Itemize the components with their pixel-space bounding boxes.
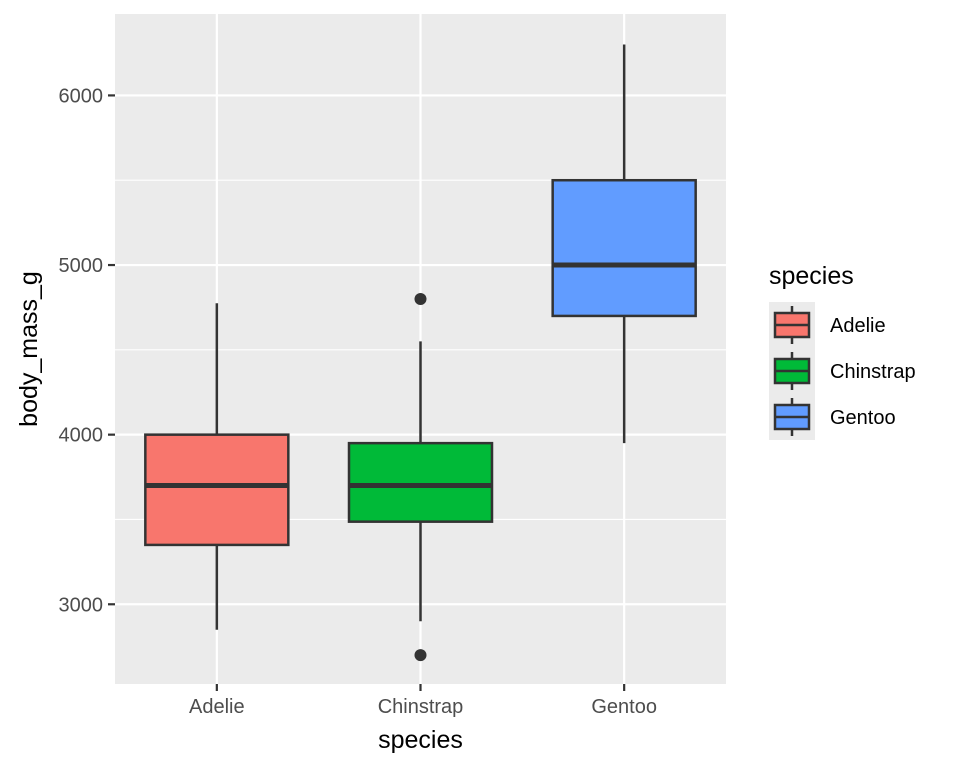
y-axis-title: body_mass_g xyxy=(15,271,43,427)
legend-key-chinstrap: Chinstrap xyxy=(769,348,916,394)
iqr-box-adelie xyxy=(144,433,290,547)
legend-key-gentoo: Gentoo xyxy=(769,394,896,440)
legend-title: species xyxy=(769,262,854,290)
y-tick-label-3000: 3000 xyxy=(59,594,104,616)
x-tick-label-chinstrap: Chinstrap xyxy=(378,696,464,718)
iqr-box-chinstrap xyxy=(347,441,494,523)
y-tick-label-6000: 6000 xyxy=(59,85,104,107)
box-gentoo xyxy=(551,44,697,444)
y-tick-label-5000: 5000 xyxy=(59,255,104,277)
x-tick-label-gentoo: Gentoo xyxy=(591,696,657,718)
y-tick-label-4000: 4000 xyxy=(59,425,104,447)
y-axis: 3000 4000 5000 6000 xyxy=(59,85,115,616)
legend-label-chinstrap: Chinstrap xyxy=(830,361,916,383)
boxplots xyxy=(144,44,697,662)
outlier-chinstrap-1 xyxy=(414,292,427,305)
box-chinstrap xyxy=(347,292,494,662)
box-adelie xyxy=(144,303,290,630)
iqr-box-gentoo xyxy=(551,178,697,318)
legend: species Adelie Chinstrap Gentoo xyxy=(769,262,916,440)
x-axis: Adelie Chinstrap Gentoo xyxy=(189,684,657,718)
legend-label-gentoo: Gentoo xyxy=(830,407,896,429)
legend-label-adelie: Adelie xyxy=(830,315,886,337)
outlier-chinstrap-2 xyxy=(414,649,427,662)
x-tick-label-adelie: Adelie xyxy=(189,696,245,718)
x-axis-title: species xyxy=(378,726,463,754)
legend-key-adelie: Adelie xyxy=(769,302,886,348)
